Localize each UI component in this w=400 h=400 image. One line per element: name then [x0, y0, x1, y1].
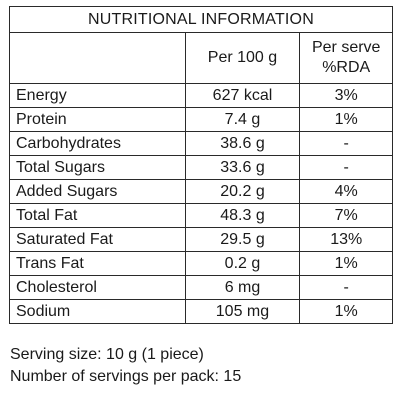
table-row-total-fat: Total Fat 48.3 g 7%	[9, 203, 393, 228]
table-row-cholesterol: Cholesterol 6 mg -	[9, 275, 393, 300]
nutrient-rda: 1%	[299, 299, 393, 324]
nutrient-rda: -	[299, 155, 393, 180]
nutrient-rda: 13%	[299, 227, 393, 252]
header-per-serve-rda: Per serve %RDA	[299, 32, 393, 84]
nutrient-name: Sodium	[9, 299, 186, 324]
nutrient-per-100g: 0.2 g	[184, 251, 301, 276]
header-per-serve-line2: %RDA	[322, 59, 371, 76]
nutrient-name: Trans Fat	[9, 251, 186, 276]
nutrient-per-100g: 7.4 g	[184, 107, 301, 132]
nutrition-label: NUTRITIONAL INFORMATION Per 100 g Per se…	[9, 6, 393, 324]
nutrient-name: Total Fat	[9, 203, 186, 228]
nutrient-rda: 4%	[299, 179, 393, 204]
header-per-serve-line1: Per serve	[311, 39, 381, 56]
nutrient-per-100g: 33.6 g	[184, 155, 301, 180]
serving-info: Serving size: 10 g (1 piece) Number of s…	[10, 344, 241, 388]
nutrient-name: Added Sugars	[9, 179, 186, 204]
nutrition-table: NUTRITIONAL INFORMATION Per 100 g Per se…	[9, 6, 393, 324]
nutrient-per-100g: 38.6 g	[184, 131, 301, 156]
table-row-total-sugars: Total Sugars 33.6 g -	[9, 155, 393, 180]
nutrient-name: Energy	[9, 83, 186, 108]
nutrient-rda: 7%	[299, 203, 393, 228]
servings-per-pack-text: Number of servings per pack: 15	[10, 368, 242, 385]
nutrient-per-100g: 105 mg	[184, 299, 301, 324]
nutrient-name: Cholesterol	[9, 275, 186, 300]
header-per-100g: Per 100 g	[184, 32, 301, 84]
table-row-sodium: Sodium 105 mg 1%	[9, 299, 393, 324]
nutrient-per-100g: 6 mg	[184, 275, 301, 300]
nutrient-name: Total Sugars	[9, 155, 186, 180]
nutrient-rda: 1%	[299, 107, 393, 132]
nutrient-per-100g: 20.2 g	[184, 179, 301, 204]
nutrient-per-100g: 48.3 g	[184, 203, 301, 228]
table-title: NUTRITIONAL INFORMATION	[9, 6, 393, 33]
header-nutrient-blank	[9, 32, 186, 84]
nutrient-name: Carbohydrates	[9, 131, 186, 156]
nutrient-rda: -	[299, 275, 393, 300]
table-row-protein: Protein 7.4 g 1%	[9, 107, 393, 132]
nutrient-rda: 1%	[299, 251, 393, 276]
table-row-saturated-fat: Saturated Fat 29.5 g 13%	[9, 227, 393, 252]
table-row-added-sugars: Added Sugars 20.2 g 4%	[9, 179, 393, 204]
nutrient-rda: -	[299, 131, 393, 156]
nutrient-per-100g: 29.5 g	[184, 227, 301, 252]
serving-size-text: Serving size: 10 g (1 piece)	[10, 346, 204, 363]
table-row-energy: Energy 627 kcal 3%	[9, 83, 393, 108]
table-row-trans-fat: Trans Fat 0.2 g 1%	[9, 251, 393, 276]
nutrient-name: Saturated Fat	[9, 227, 186, 252]
nutrient-per-100g: 627 kcal	[184, 83, 301, 108]
nutrient-name: Protein	[9, 107, 186, 132]
table-row-carbohydrates: Carbohydrates 38.6 g -	[9, 131, 393, 156]
nutrient-rda: 3%	[299, 83, 393, 108]
